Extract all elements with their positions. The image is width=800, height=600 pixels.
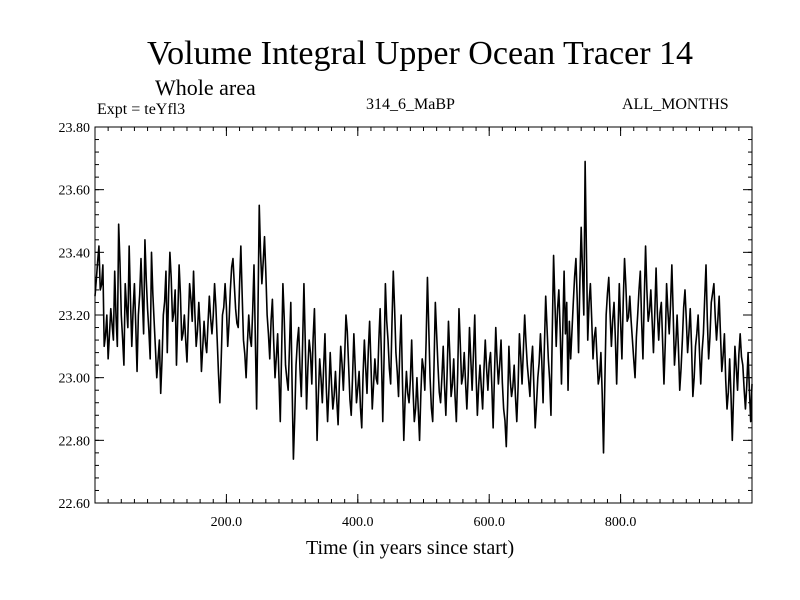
x-tick-label: 800.0	[605, 515, 637, 530]
x-tick-label: 200.0	[211, 515, 243, 530]
chart-title: Volume Integral Upper Ocean Tracer 14	[146, 35, 694, 72]
x-tick-label: 600.0	[473, 515, 505, 530]
y-tick-label: 23.60	[59, 184, 91, 199]
plot-frame	[94, 126, 753, 504]
y-tick-label: 23.40	[59, 246, 91, 261]
series-line	[94, 160, 753, 460]
chart-subtitle: Whole area	[155, 75, 256, 100]
y-tick-label: 23.80	[59, 121, 91, 136]
y-tick-label: 23.20	[59, 309, 91, 324]
y-tick-label: 22.60	[59, 497, 91, 512]
axis-ticks	[95, 126, 752, 504]
y-tick-label: 23.00	[59, 372, 91, 387]
x-axis-label: Time (in years since start)	[306, 537, 515, 559]
period-label: ALL_MONTHS	[622, 96, 729, 113]
run-label: 314_6_MaBP	[366, 96, 455, 113]
experiment-label: Expt = teYfl3	[97, 101, 186, 118]
y-tick-label: 22.80	[59, 434, 91, 449]
x-tick-label: 400.0	[342, 515, 374, 530]
tick-labels: 200.0 400.0 600.0 800.0 22.60 22.80 23.00 23.20…	[59, 121, 637, 530]
